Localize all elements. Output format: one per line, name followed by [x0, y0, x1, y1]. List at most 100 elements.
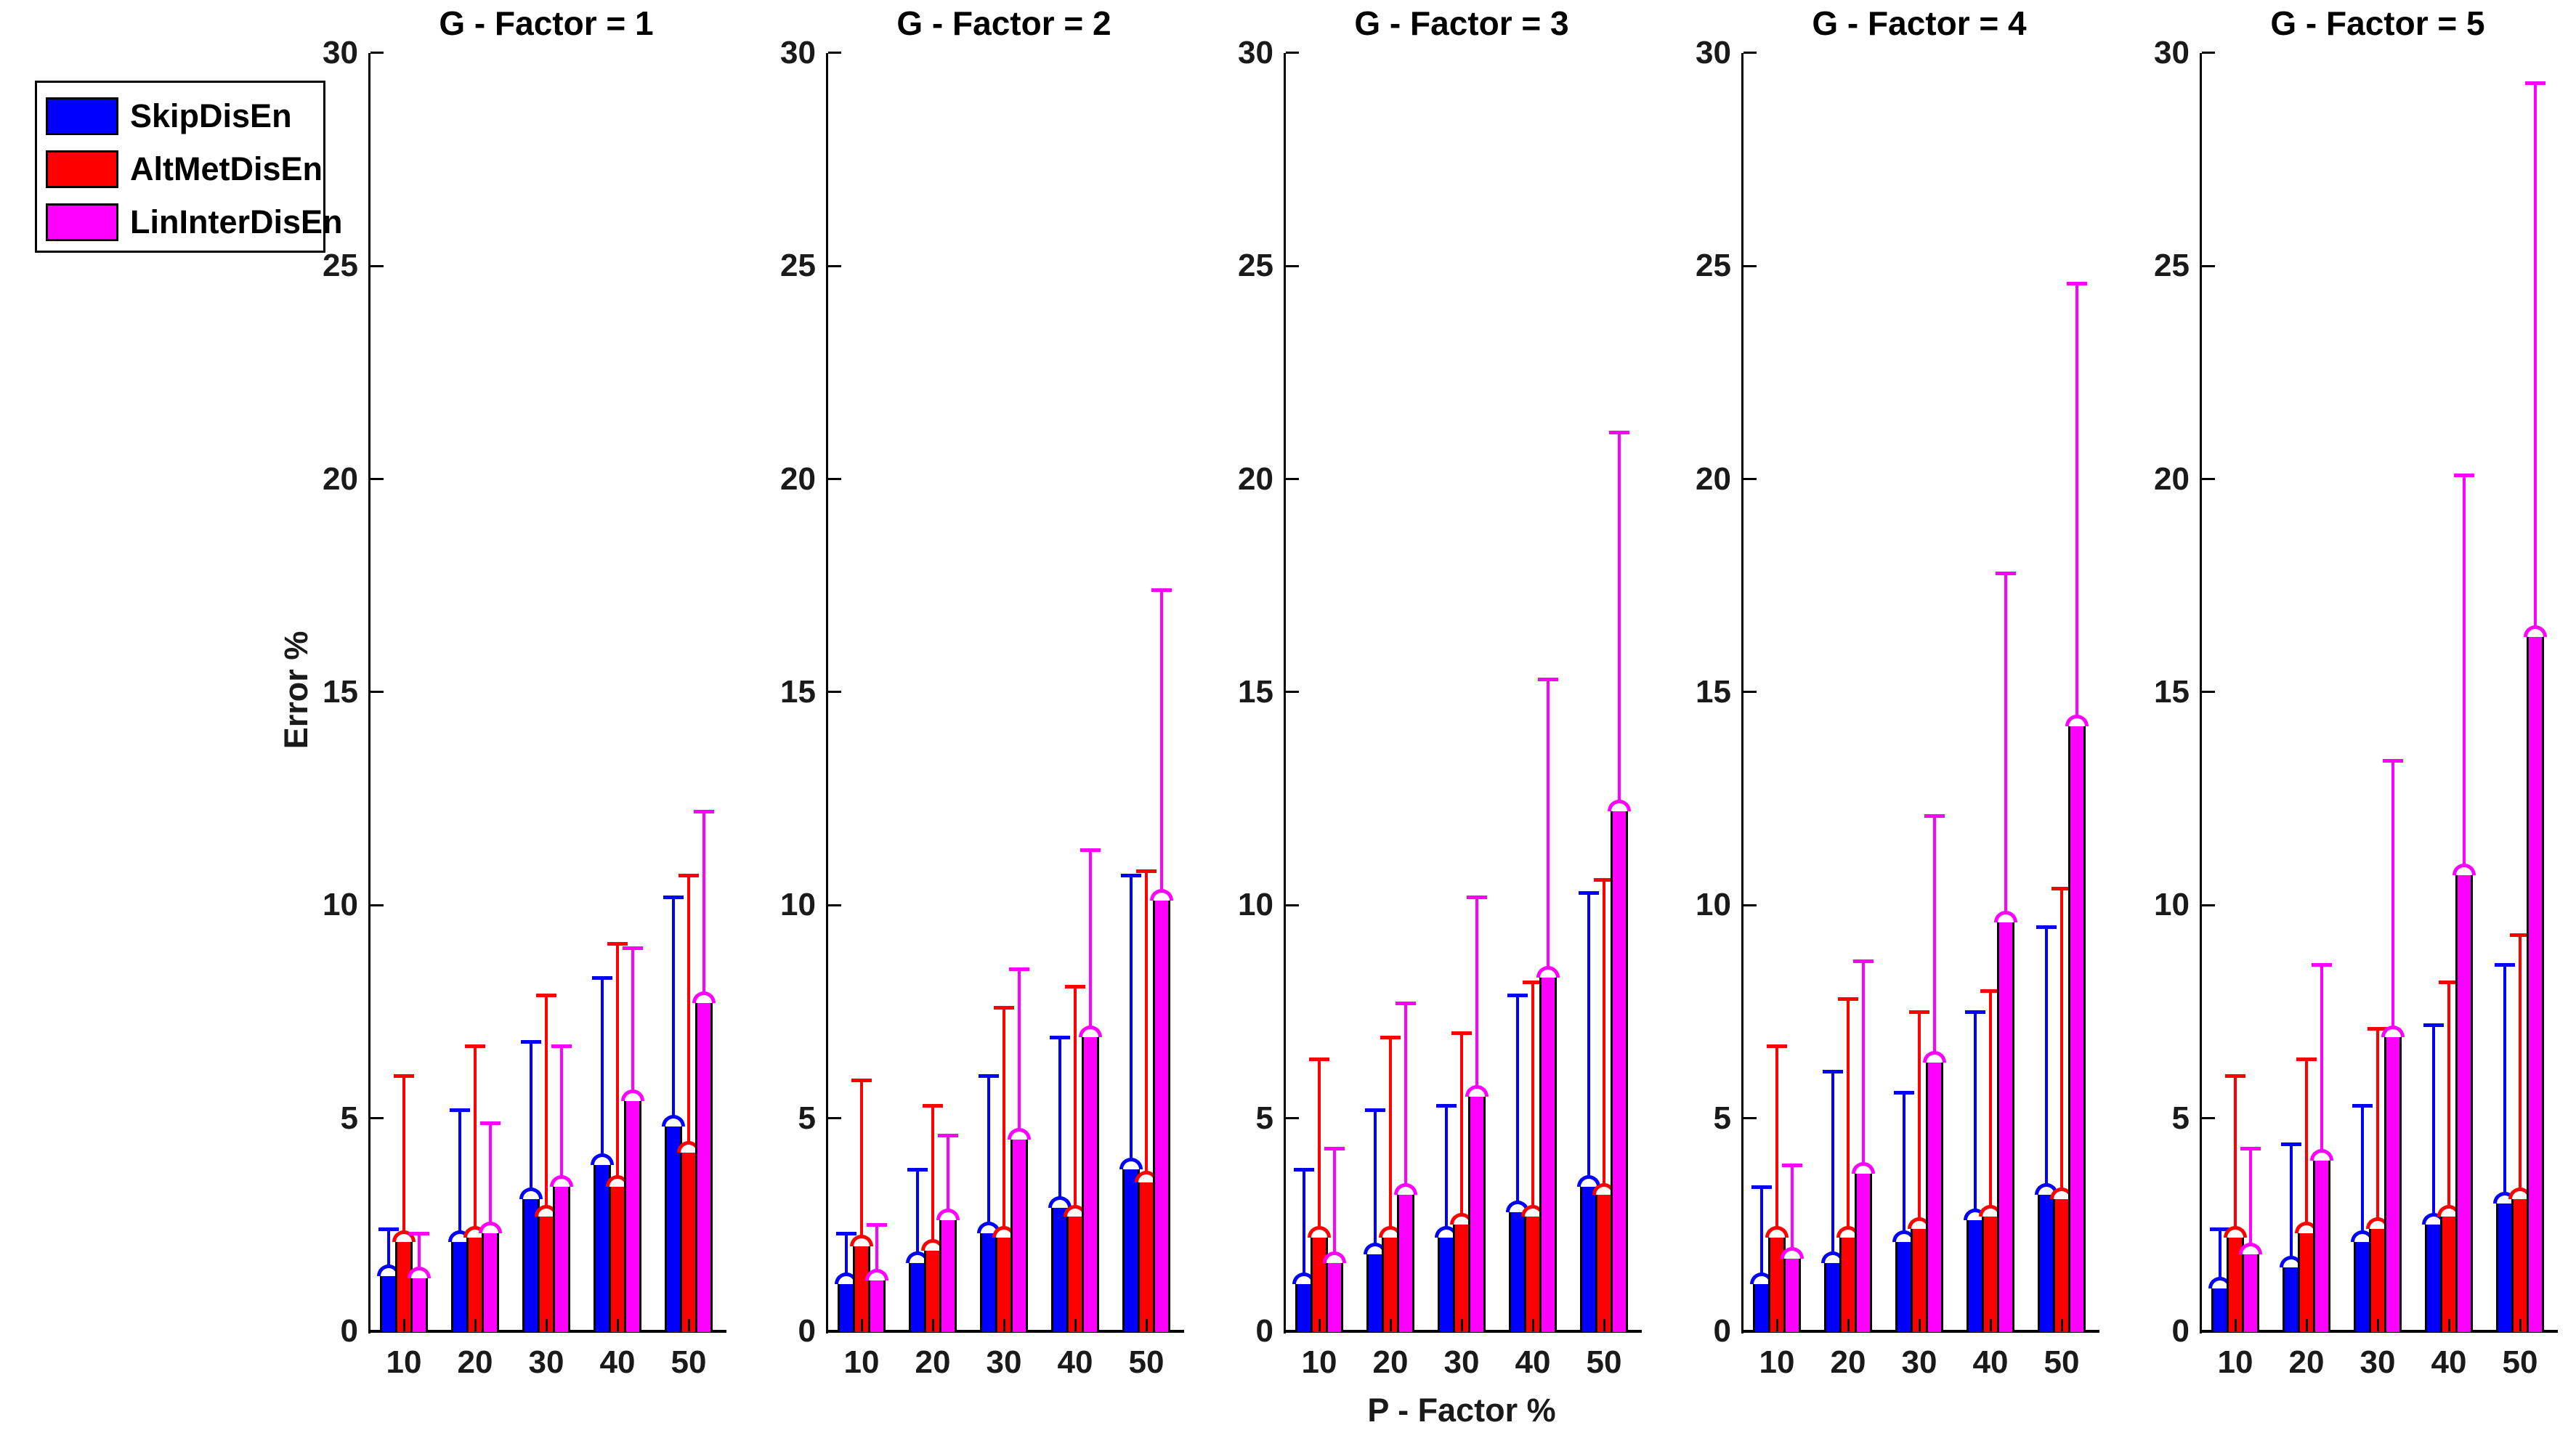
bar-lininterdisen-p20 — [1397, 1195, 1414, 1332]
error-whisker — [1374, 1109, 1377, 1255]
bar-lininterdisen-p10 — [2242, 1254, 2259, 1332]
y-tick — [1743, 264, 1757, 267]
error-whisker-cap — [2510, 933, 2530, 938]
x-tick — [2376, 1319, 2379, 1331]
y-tick-label: 0 — [1255, 1313, 1273, 1349]
error-whisker-cap — [2495, 963, 2515, 967]
error-whisker — [2075, 283, 2078, 726]
x-tick-label: 40 — [1515, 1344, 1551, 1380]
legend-item: AltMetDisEn — [37, 147, 323, 191]
bar-lininterdisen-p40 — [1539, 978, 1557, 1332]
error-whisker — [2391, 760, 2394, 1038]
x-tick — [1074, 1319, 1077, 1331]
bar-lininterdisen-p50 — [695, 1003, 713, 1332]
error-whisker — [860, 1079, 863, 1246]
mean-marker — [1852, 1161, 1875, 1174]
y-tick-label: 5 — [1255, 1100, 1273, 1136]
error-whisker-cap — [1467, 895, 1487, 899]
error-whisker — [1989, 990, 1992, 1217]
x-tick — [474, 1319, 477, 1331]
bar-lininterdisen-p40 — [1997, 922, 2014, 1332]
mean-marker — [1536, 966, 1560, 978]
error-whisker-cap — [1121, 874, 1141, 878]
y-tick — [1743, 691, 1757, 694]
error-whisker — [1516, 994, 1519, 1212]
bar-lininterdisen-p50 — [2527, 636, 2544, 1332]
y-tick-label: 20 — [1238, 460, 1273, 497]
bar-lininterdisen-p40 — [2455, 875, 2473, 1332]
error-whisker — [702, 811, 705, 1004]
error-whisker — [2463, 474, 2466, 876]
error-whisker — [1160, 590, 1163, 901]
error-whisker-cap — [851, 1078, 872, 1082]
y-tick — [1286, 264, 1299, 267]
error-whisker — [845, 1233, 848, 1285]
subplot-title: G - Factor = 4 — [1812, 4, 2027, 42]
y-tick — [828, 478, 841, 481]
error-whisker — [1831, 1071, 1834, 1264]
y-axis-spine — [1741, 53, 1743, 1333]
error-whisker — [2305, 1058, 2308, 1234]
y-tick-label: 0 — [798, 1313, 816, 1349]
mean-marker — [591, 1153, 614, 1166]
x-tick-label: 30 — [1443, 1344, 1480, 1380]
bar-altmetdisen-p40 — [609, 1186, 626, 1332]
bar-lininterdisen-p10 — [1326, 1263, 1343, 1332]
x-tick — [1989, 1319, 1992, 1331]
error-whisker — [1389, 1037, 1392, 1238]
x-tick-label: 40 — [1972, 1344, 2009, 1380]
error-whisker — [2432, 1024, 2435, 1225]
mean-marker — [1465, 1085, 1489, 1097]
error-whisker — [560, 1045, 563, 1187]
bar-lininterdisen-p40 — [624, 1101, 641, 1332]
error-whisker — [2234, 1075, 2237, 1238]
error-whisker — [2534, 82, 2537, 637]
error-whisker — [1603, 880, 1605, 1195]
y-tick — [1743, 478, 1757, 481]
x-tick-label: 50 — [1128, 1344, 1165, 1380]
subplot-title: G - Factor = 1 — [439, 4, 654, 42]
mean-marker — [662, 1115, 685, 1127]
y-tick-label: 25 — [780, 248, 816, 284]
x-tick — [2447, 1319, 2450, 1331]
error-whisker — [2004, 572, 2007, 922]
mean-marker — [2065, 714, 2089, 726]
error-whisker-cap — [607, 942, 628, 946]
error-whisker — [1003, 1007, 1005, 1238]
y-tick-label: 0 — [2171, 1313, 2190, 1349]
y-tick — [2202, 691, 2215, 694]
error-whisker — [2060, 888, 2063, 1200]
error-whisker-cap — [694, 810, 714, 814]
x-tick — [2305, 1319, 2308, 1331]
bar-lininterdisen-p40 — [1082, 1037, 1099, 1332]
error-whisker — [2320, 965, 2323, 1161]
error-whisker — [1903, 1092, 1905, 1242]
error-whisker-cap — [1065, 984, 1085, 989]
bar-skipdisen-p20 — [1824, 1263, 1842, 1332]
legend-label: SkipDisEn — [130, 97, 292, 134]
error-whisker — [2447, 981, 2450, 1217]
error-whisker-cap — [409, 1232, 429, 1236]
x-tick — [402, 1319, 405, 1331]
x-tick-label: 20 — [915, 1344, 951, 1380]
error-whisker-cap — [1965, 1010, 1985, 1014]
legend-item: SkipDisEn — [37, 94, 323, 138]
error-whisker — [474, 1045, 477, 1238]
y-tick-label: 10 — [780, 887, 816, 923]
x-tick — [1145, 1319, 1148, 1331]
x-tick — [2234, 1319, 2237, 1331]
mean-marker — [1994, 910, 2017, 922]
y-tick-label: 15 — [1238, 673, 1273, 710]
y-tick-label: 30 — [323, 34, 358, 70]
error-whisker-cap — [663, 895, 684, 899]
error-whisker-cap — [1853, 959, 1874, 963]
x-tick — [2519, 1319, 2522, 1331]
x-tick — [545, 1319, 548, 1331]
error-whisker — [530, 1042, 532, 1200]
error-whisker-cap — [2052, 886, 2072, 890]
error-whisker — [916, 1169, 919, 1264]
y-tick-label: 15 — [1696, 673, 1731, 710]
bar-lininterdisen-p30 — [1010, 1139, 1028, 1332]
legend-item: LinInterDisEn — [37, 200, 343, 244]
y-tick — [370, 904, 384, 906]
